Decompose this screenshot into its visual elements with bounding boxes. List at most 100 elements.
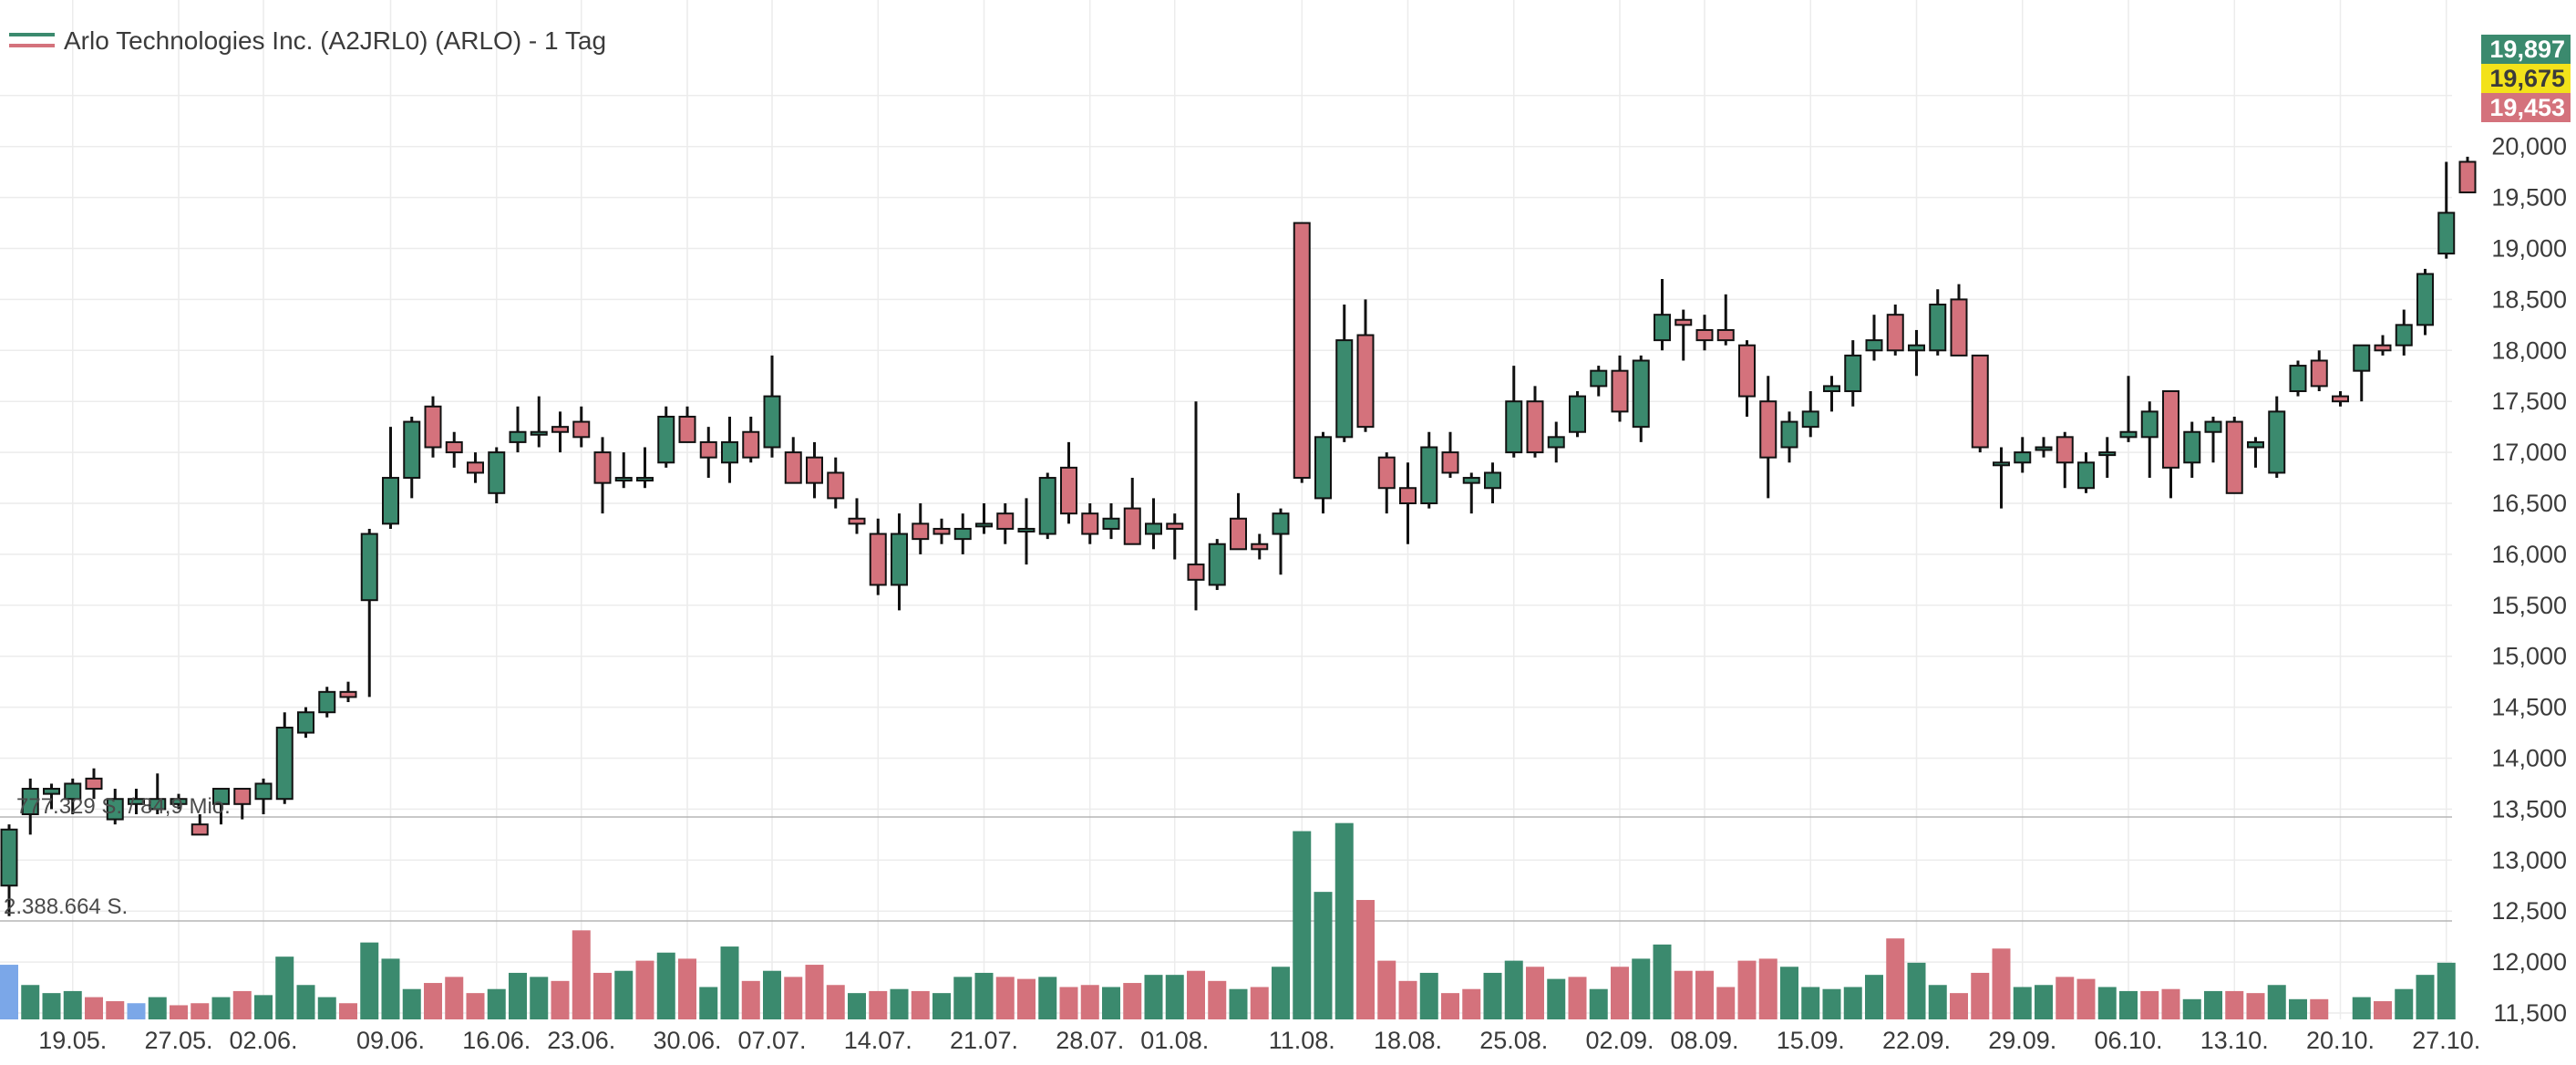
candle: [382, 427, 399, 529]
volume-bar: [1272, 967, 1290, 1019]
y-tick-label: 12,500: [2491, 897, 2567, 925]
candle-body: [1695, 328, 1714, 342]
candle: [1526, 386, 1544, 458]
volume-bar: [635, 960, 654, 1019]
candle-body: [1208, 543, 1226, 586]
price-badge: [2481, 93, 2571, 122]
candle: [1886, 304, 1904, 356]
candle-body: [21, 788, 39, 815]
price-badge-label: 19,675: [2489, 65, 2565, 92]
candle: [784, 437, 802, 484]
y-tick-label: 15,500: [2491, 592, 2567, 619]
candle: [1102, 503, 1120, 540]
candle: [1971, 354, 1989, 453]
candle-body: [2289, 365, 2307, 393]
candle: [1399, 462, 1417, 544]
candle-body: [2332, 395, 2349, 403]
x-tick-label: 02.09.: [1585, 1027, 1654, 1054]
candle-body: [721, 440, 738, 464]
candle-body: [1462, 477, 1480, 484]
candle-body: [699, 440, 717, 459]
candle: [1716, 294, 1735, 346]
volume-bar: [995, 977, 1015, 1019]
volume-bar: [890, 988, 909, 1019]
candle: [2353, 344, 2371, 402]
candle-body: [1801, 410, 1819, 429]
volume-bar: [1547, 978, 1566, 1019]
legend-swatch-down-icon: [9, 44, 55, 47]
x-tick-label: 16.06.: [462, 1027, 531, 1054]
y-tick-label: 17,500: [2491, 388, 2567, 415]
candle: [721, 416, 738, 483]
candle-body: [212, 788, 230, 805]
volume-bar: [2246, 993, 2265, 1019]
volume-bar: [1102, 987, 1120, 1019]
volume-bar: [1229, 988, 1248, 1019]
volume-bar: [2035, 985, 2053, 1019]
candle-body: [1611, 369, 1629, 413]
candle-body: [1123, 507, 1141, 545]
volume-bar: [1483, 972, 1502, 1019]
x-tick-label: 27.05.: [144, 1027, 212, 1054]
candle-body: [1505, 400, 1523, 454]
candle: [1145, 498, 1162, 550]
candle-body: [403, 420, 421, 480]
candle: [2247, 437, 2264, 468]
x-tick-label: 21.07.: [950, 1027, 1018, 1054]
candle-body: [1166, 522, 1184, 530]
x-tick-label: 28.07.: [1056, 1027, 1124, 1054]
volume-bar: [2267, 985, 2286, 1019]
candle-body: [1569, 395, 1586, 433]
volume-bar: [1886, 938, 1905, 1019]
candle-body: [106, 798, 124, 821]
volume-bar: [869, 990, 888, 1019]
volume-bar: [360, 942, 379, 1019]
candle-body: [382, 477, 399, 525]
candle: [339, 681, 357, 703]
candle-body: [2268, 410, 2286, 474]
volume-bar: [1293, 831, 1312, 1019]
candle-body: [2056, 436, 2074, 464]
candle-body: [1759, 400, 1777, 459]
candle-body: [2395, 324, 2413, 346]
price-badge: [2481, 64, 2571, 93]
candle-body: [467, 461, 484, 474]
candle: [1293, 222, 1311, 483]
volume-bar: [85, 997, 103, 1019]
candle-body: [1081, 512, 1099, 535]
candle: [1590, 366, 1608, 397]
volume-bar: [1950, 993, 1968, 1019]
candle: [975, 503, 993, 534]
volume-bar: [2374, 1001, 2392, 1019]
volume-bar: [1250, 987, 1269, 1019]
candle-body: [996, 512, 1015, 530]
volume-bar: [593, 972, 612, 1019]
y-tick-label: 12,000: [2491, 948, 2567, 976]
volume-bar: [2225, 990, 2244, 1019]
volume-bar: [1716, 987, 1736, 1019]
volume-bar: [530, 977, 549, 1019]
y-tick-label: 16,500: [2491, 490, 2567, 517]
candle-body: [339, 690, 357, 698]
candle-body: [1441, 451, 1459, 474]
candle: [2119, 376, 2138, 442]
candle: [2268, 396, 2286, 479]
candle-body: [128, 798, 145, 805]
volume-bar: [763, 970, 781, 1019]
candle: [106, 789, 124, 825]
candle-body: [2035, 446, 2053, 451]
x-axis: 19.05. 27.05. 02.06. 09.06. 16.06. 23.06. 30.0…: [38, 1027, 2480, 1054]
x-tick-label: 19.05.: [38, 1027, 107, 1054]
volume-bar: [1080, 985, 1099, 1019]
candle-body: [1038, 477, 1056, 535]
volume-bar: [1334, 822, 1354, 1019]
candle-body: [170, 798, 188, 805]
candle: [509, 406, 527, 453]
candle: [1335, 304, 1354, 442]
candle-body: [43, 788, 60, 795]
volume-bar: [254, 995, 273, 1019]
candle: [593, 437, 612, 514]
x-tick-label: 06.10.: [2094, 1027, 2162, 1054]
candle-body: [763, 395, 781, 449]
